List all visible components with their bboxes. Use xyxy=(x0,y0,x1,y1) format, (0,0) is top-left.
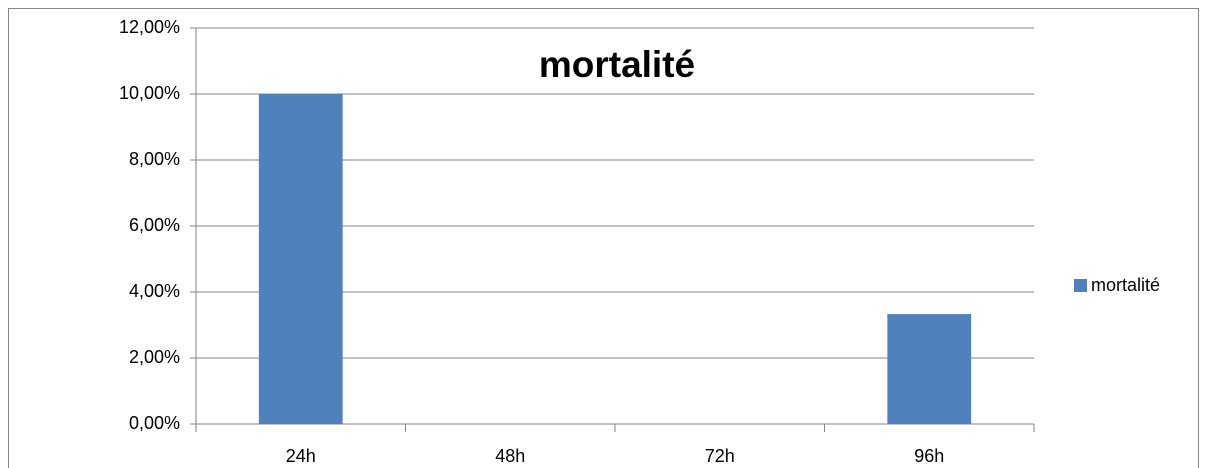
x-tick-label: 24h xyxy=(286,446,316,466)
bar xyxy=(887,314,972,424)
chart-title: mortalité xyxy=(539,44,695,85)
legend-swatch xyxy=(1074,279,1087,292)
bar xyxy=(258,94,343,424)
y-tick-label: 4,00% xyxy=(129,281,180,301)
y-tick-label: 12,00% xyxy=(119,17,180,37)
x-tick-label: 72h xyxy=(705,446,735,466)
legend-label: mortalité xyxy=(1091,275,1160,295)
chart-frame xyxy=(8,8,1199,468)
x-tick-label: 48h xyxy=(495,446,525,466)
y-tick-label: 8,00% xyxy=(129,149,180,169)
y-tick-label: 0,00% xyxy=(129,413,180,433)
y-tick-label: 2,00% xyxy=(129,347,180,367)
x-tick-label: 96h xyxy=(914,446,944,466)
y-tick-label: 6,00% xyxy=(129,215,180,235)
y-tick-label: 10,00% xyxy=(119,83,180,103)
